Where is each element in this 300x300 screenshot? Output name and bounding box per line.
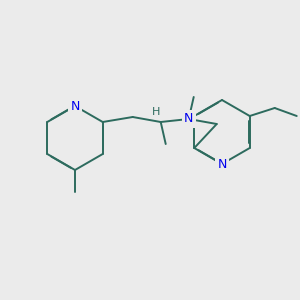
Text: H: H xyxy=(152,107,160,117)
Text: N: N xyxy=(217,158,227,170)
Text: N: N xyxy=(70,100,80,112)
Text: N: N xyxy=(184,112,194,125)
